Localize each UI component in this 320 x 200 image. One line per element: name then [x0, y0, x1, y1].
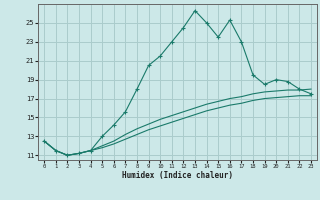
X-axis label: Humidex (Indice chaleur): Humidex (Indice chaleur): [122, 171, 233, 180]
